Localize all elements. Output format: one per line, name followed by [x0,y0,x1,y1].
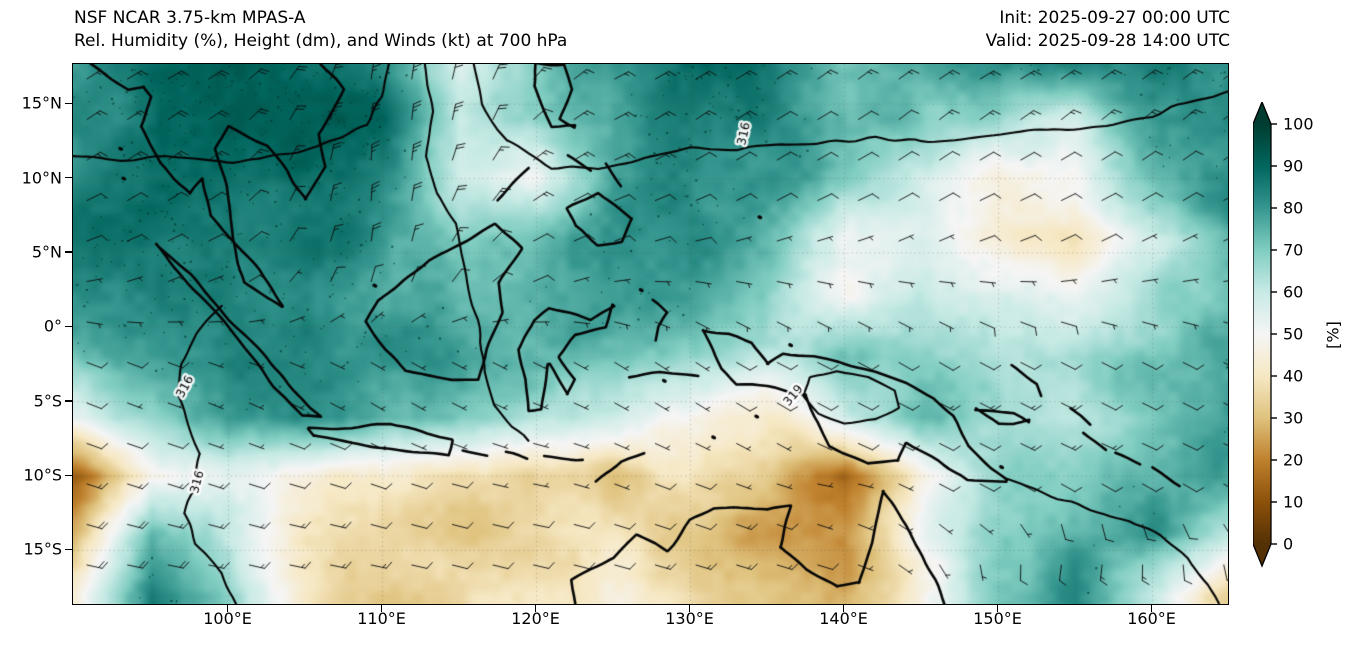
colorbar: 0 10 20 30 40 50 60 70 80 90 100 [%] [1252,100,1359,568]
y-tick-mark [65,548,72,551]
x-tick-label: 140°E [819,609,868,628]
y-tick-label: 5°N [31,242,62,262]
y-tick-mark [65,102,72,105]
colorbar-gradient [1252,100,1277,568]
y-tick-label: 10°N [21,168,62,188]
x-tick-label: 110°E [357,609,406,628]
colorbar-tick-label: 20 [1283,450,1304,470]
colorbar-tick-label: 30 [1283,408,1304,428]
y-tick-mark [65,474,72,476]
colorbar-unit-label: [%] [1323,321,1343,349]
x-tick-mark [1151,605,1153,612]
title-field-line: Rel. Humidity (%), Height (dm), and Wind… [74,31,568,51]
map-canvas [73,64,1228,604]
colorbar-tick-label: 70 [1283,240,1304,260]
colorbar-tick-label: 10 [1283,492,1304,512]
y-tick-mark [65,325,72,328]
colorbar-tick-label: 50 [1283,324,1304,344]
map-frame [72,63,1229,605]
y-tick-label: 10°S [23,465,62,485]
init-time: Init: 2025-09-27 00:00 UTC [999,8,1230,28]
x-tick-mark [535,605,537,612]
x-tick-mark [843,605,845,612]
time-info: Init: 2025-09-27 00:00 UTC Valid: 2025-0… [986,7,1230,53]
x-tick-label: 160°E [1127,609,1176,628]
y-tick-mark [65,177,72,179]
valid-time: Valid: 2025-09-28 14:00 UTC [985,31,1230,51]
y-tick-label: 15°S [23,539,62,559]
colorbar-tick-label: 100 [1283,114,1314,134]
y-tick-mark [65,251,72,253]
x-tick-mark [381,605,383,612]
y-tick-mark [65,400,72,402]
colorbar-tick-label: 0 [1283,534,1294,554]
y-tick-label: 0° [43,316,62,336]
plot-title: NSF NCAR 3.75-km MPAS-A Rel. Humidity (%… [74,7,567,53]
x-tick-label: 150°E [973,609,1022,628]
colorbar-tick-label: 90 [1283,156,1304,176]
x-tick-label: 100°E [203,609,252,628]
colorbar-tick-label: 60 [1283,282,1304,302]
x-tick-label: 120°E [511,609,560,628]
x-tick-mark [689,605,691,612]
x-tick-mark [997,605,999,612]
colorbar-tick-label: 40 [1283,366,1304,386]
y-tick-label: 15°N [21,93,62,113]
colorbar-tick-label: 80 [1283,198,1304,218]
title-model-line: NSF NCAR 3.75-km MPAS-A [74,8,306,28]
x-tick-label: 130°E [665,609,714,628]
x-tick-mark [227,605,229,612]
y-tick-label: 5°S [33,391,62,411]
